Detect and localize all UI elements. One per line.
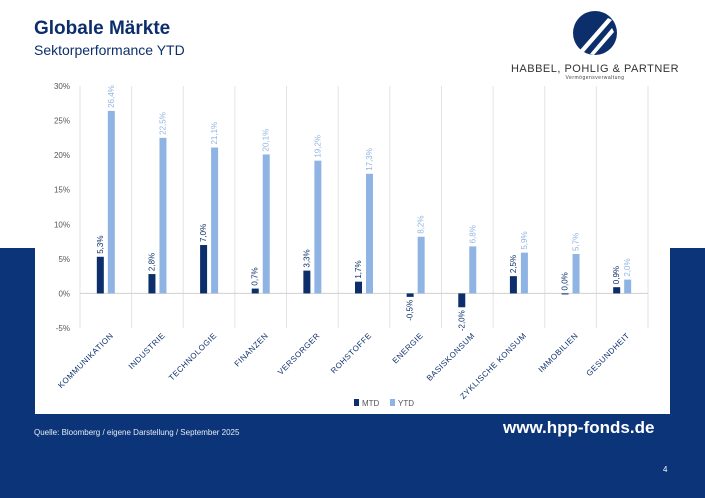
bar-mtd xyxy=(148,274,156,294)
data-label-mtd: 2,8% xyxy=(147,253,156,271)
data-label-ytd: 26,4% xyxy=(107,85,116,108)
y-tick-label: 15% xyxy=(54,186,70,195)
y-tick-label: 20% xyxy=(54,151,70,160)
legend-mtd-swatch xyxy=(354,399,359,406)
y-tick-label: 0% xyxy=(58,289,70,298)
data-label-ytd: 2,0% xyxy=(623,258,632,276)
bar-mtd xyxy=(613,287,621,294)
category-label: ENERGIE xyxy=(391,331,425,365)
y-tick-label: 5% xyxy=(58,255,70,264)
y-tick-label: 25% xyxy=(54,117,70,126)
bar-ytd xyxy=(469,246,477,294)
legend-ytd-label: YTD xyxy=(398,399,414,408)
data-label-mtd: 2,5% xyxy=(509,255,518,273)
sector-chart: 30% 25% 20% 15% 10% 5% 0% -5% 5,3% 26,4% KOMMUNIKA… xyxy=(54,82,649,408)
logo-subtitle: Vermögensverwaltung xyxy=(565,75,625,81)
logo-emblem-icon xyxy=(573,11,617,55)
data-label-mtd: 7,0% xyxy=(199,224,208,242)
company-logo: HABBEL, POHLIG & PARTNER Vermögensverwal… xyxy=(510,10,680,81)
bar-ytd xyxy=(159,137,167,294)
data-label-ytd: 5,9% xyxy=(520,231,529,249)
data-label-ytd: 20,1% xyxy=(262,129,271,152)
category-label: ROHSTOFFE xyxy=(329,331,373,375)
y-tick-label: 10% xyxy=(54,220,70,229)
data-label-mtd: 5,3% xyxy=(96,236,105,254)
bar-ytd xyxy=(624,279,632,294)
legend-ytd-swatch xyxy=(390,399,395,406)
bar-mtd xyxy=(303,270,311,294)
data-label-ytd: 6,8% xyxy=(468,225,477,243)
data-label-mtd: 1,7% xyxy=(354,260,363,278)
bar-mtd xyxy=(406,293,414,297)
chart-panel xyxy=(35,0,670,414)
bar-ytd xyxy=(520,252,528,294)
bar-mtd xyxy=(561,293,569,295)
bar-mtd xyxy=(251,288,259,294)
page-subtitle: Sektorperformance YTD xyxy=(34,42,185,58)
website-link[interactable]: www.hpp-fonds.de xyxy=(503,418,655,437)
bar-mtd xyxy=(200,245,208,294)
logo-name: HABBEL, POHLIG & PARTNER xyxy=(510,63,680,75)
data-label-ytd: 17,3% xyxy=(365,148,374,171)
data-label-ytd: 19,2% xyxy=(313,135,322,158)
y-tick-label: 30% xyxy=(54,82,70,91)
category-label: BASISKONSUM xyxy=(425,331,477,383)
data-label-mtd: 0,7% xyxy=(251,267,260,285)
legend: MTD YTD xyxy=(354,399,414,408)
data-label-mtd: -0,5% xyxy=(406,300,415,321)
category-label: INDUSTRIE xyxy=(127,331,167,371)
data-label-mtd: 0,0% xyxy=(561,272,570,290)
data-label-mtd: 0,9% xyxy=(612,266,621,284)
bar-ytd xyxy=(572,254,580,294)
data-label-mtd: -2,0% xyxy=(457,310,466,331)
data-label-ytd: 5,7% xyxy=(572,233,581,251)
data-label-ytd: 21,1% xyxy=(210,122,219,145)
category-label: GESUNDHEIT xyxy=(585,331,632,378)
legend-mtd-label: MTD xyxy=(362,399,380,408)
source-note: Quelle: Bloomberg / eigene Darstellung /… xyxy=(34,428,240,437)
page-number: 4 xyxy=(663,465,668,474)
page-title: Globale Märkte xyxy=(34,18,171,39)
category-label: KOMMUNIKATION xyxy=(56,331,115,390)
data-label-ytd: 22,5% xyxy=(158,112,167,135)
bar-ytd xyxy=(366,173,373,294)
bar-mtd xyxy=(509,276,517,294)
bar-ytd xyxy=(107,110,115,294)
data-label-mtd: 3,3% xyxy=(302,249,311,267)
bar-mtd xyxy=(458,293,466,308)
y-tick-label: -5% xyxy=(56,324,70,333)
bar-ytd xyxy=(211,147,219,294)
category-label: IMMOBILIEN xyxy=(537,331,580,374)
bar-mtd xyxy=(96,256,104,294)
category-label: TECHNOLOGIE xyxy=(167,331,218,382)
bar-ytd xyxy=(417,236,425,294)
bar-mtd xyxy=(355,281,362,294)
bar-ytd xyxy=(314,160,322,294)
data-label-ytd: 8,2% xyxy=(417,215,426,233)
bar-ytd xyxy=(262,154,270,294)
category-label: FINANZEN xyxy=(233,331,270,368)
category-label: VERSORGER xyxy=(276,331,322,377)
